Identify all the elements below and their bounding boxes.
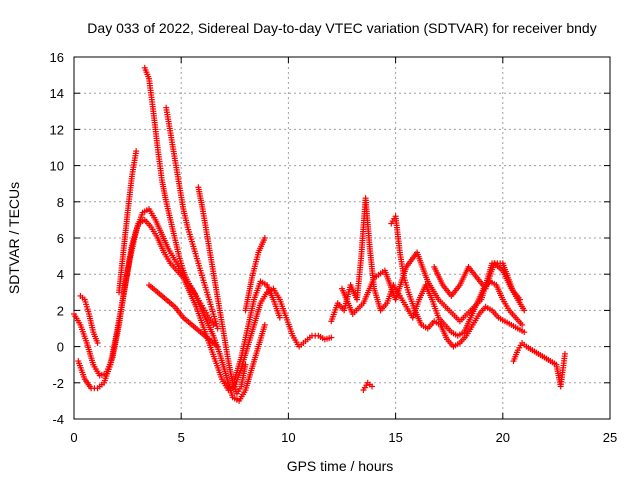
y-tick-label: 6 [57,231,64,246]
x-tick-label: 5 [178,430,185,445]
y-tick-label: 2 [57,303,64,318]
y-tick-label: -4 [52,412,64,427]
y-axis-label: SDTVAR / TECUs [6,182,22,294]
data-point [521,307,528,314]
data-point [261,235,268,241]
data-point [519,321,526,328]
y-tick-label: -2 [52,376,64,391]
data-point [521,329,528,336]
data-point [133,148,140,155]
x-tick-label: 25 [603,430,617,445]
data-point [94,339,101,346]
data-point [276,314,283,321]
x-tick-label: 10 [281,430,295,445]
x-axis-ticks: 0 5 10 15 20 25 [70,57,617,445]
data-point [561,350,568,357]
data-point [242,361,249,368]
y-tick-label: 14 [50,86,64,101]
data-point [516,296,523,303]
y-axis-ticks: -4 -2 0 2 4 6 8 10 12 14 16 [50,50,610,427]
data-point [328,334,335,341]
data-point [214,343,221,350]
x-tick-label: 20 [496,430,510,445]
data-point [214,325,221,332]
y-tick-label: 12 [50,122,64,137]
x-tick-label: 15 [388,430,402,445]
data-point [369,383,376,390]
y-tick-label: 16 [50,50,64,65]
chart-title: Day 033 of 2022, Sidereal Day-to-day VTE… [87,20,596,36]
y-tick-label: 4 [57,267,64,282]
plot-frame [73,56,611,420]
y-tick-label: 10 [50,159,64,174]
x-tick-label: 0 [70,430,77,445]
data-point [261,321,268,328]
x-axis-label: GPS time / hours [287,458,394,474]
y-tick-label: 8 [57,195,64,210]
data-point [210,321,217,328]
data-points [71,64,568,404]
y-tick-label: 0 [57,340,64,355]
